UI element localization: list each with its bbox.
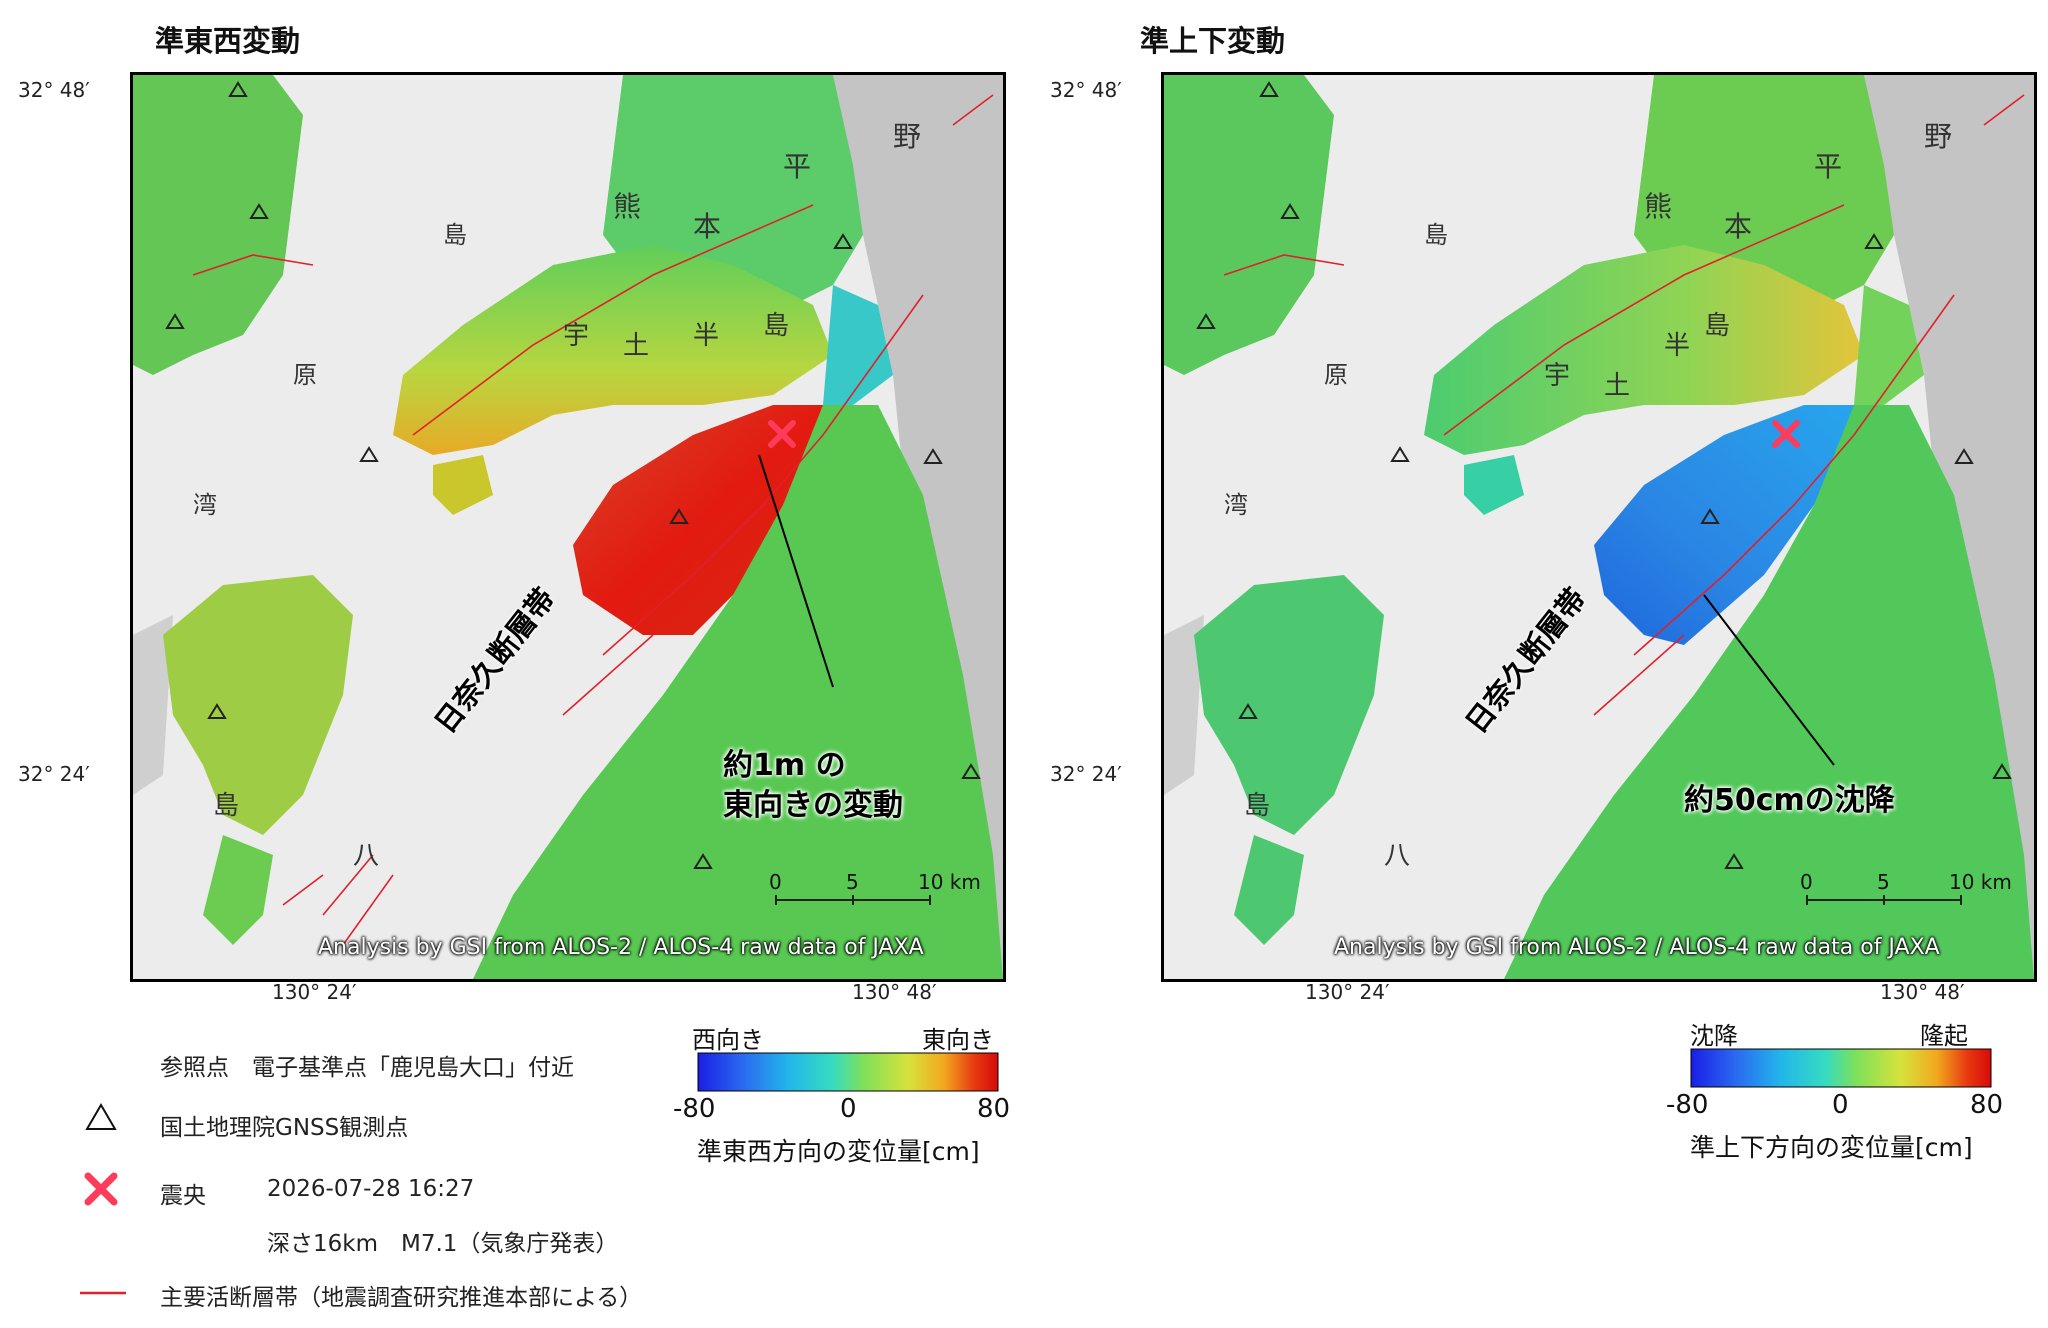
legend-epicenter-time: 2026-07-28 16:27: [267, 1176, 475, 1202]
place-label-u: 宇: [563, 321, 590, 351]
epicenter-cross-icon: [84, 1172, 118, 1206]
legend-fault: 主要活断層帯（地震調査研究推進本部による）: [160, 1285, 643, 1311]
lon-label-right: 130° 48′: [1880, 980, 1965, 1004]
place-label-to: 島: [1704, 311, 1731, 341]
place-label-shima: 島: [443, 221, 467, 249]
map-ud: 島 原 湾 熊 本 平 野 宇 土 半 島 島 八 日奈久断層帯 約50cmの沈…: [1161, 72, 2037, 982]
lat-label-bottom: 32° 24′: [1050, 762, 1122, 786]
scale-5: 5: [846, 870, 859, 894]
colorbar-ew-left-label: 西向き: [692, 1026, 764, 1054]
colorbar-ew-right-label: 東向き: [922, 1026, 994, 1054]
map-ew-canvas: [133, 75, 1003, 979]
place-label-hara: 原: [1324, 361, 1348, 389]
fault-line-icon: [80, 1291, 126, 1295]
place-label-hei: 平: [1814, 150, 1843, 183]
colorbar-ud-mid: 0: [1832, 1090, 1849, 1120]
place-label-ya: 八: [1384, 841, 1411, 871]
lat-label-bottom: 32° 24′: [18, 762, 90, 786]
colorbar-ew-max: 80: [977, 1094, 1011, 1124]
colorbar-ud-min: -80: [1666, 1090, 1709, 1120]
colorbar-ud-left-label: 沈降: [1690, 1022, 1738, 1050]
lon-label-left: 130° 24′: [1305, 980, 1390, 1004]
colorbar-ud-label: 準上下方向の変位量[cm]: [1690, 1133, 1973, 1162]
place-label-han: 半: [1664, 331, 1691, 361]
place-label-do: 土: [1604, 371, 1631, 401]
place-label-kuma: 熊: [613, 190, 642, 223]
colorbar-ud-max: 80: [1970, 1090, 2004, 1120]
colorbar-ew-label: 準東西方向の変位量[cm]: [697, 1137, 980, 1166]
scale-10: 10 km: [1949, 870, 2012, 894]
map-ew: 島 原 湾 熊 本 平 野 宇 土 半 島 島 八 日奈久断層帯 約1m の 東…: [130, 72, 1006, 982]
scale-0: 0: [1800, 870, 1813, 894]
place-label-hei: 平: [783, 150, 812, 183]
place-label-u: 宇: [1544, 361, 1571, 391]
lat-label-top: 32° 48′: [1050, 78, 1122, 102]
lon-label-right: 130° 48′: [852, 980, 937, 1004]
legend-reference: 参照点 電子基準点「鹿児島大口」付近: [160, 1055, 574, 1081]
place-label-moto: 本: [693, 210, 722, 243]
place-label-wan: 湾: [193, 491, 217, 519]
annotation-line1: 約50cmの沈降: [1684, 783, 1895, 818]
colorbar-ew: [697, 1052, 999, 1092]
legend-epicenter-label: 震央: [160, 1183, 206, 1209]
scale-5: 5: [1877, 870, 1890, 894]
lat-label-top: 32° 48′: [18, 78, 90, 102]
colorbar-ud-right-label: 隆起: [1920, 1022, 1968, 1050]
scale-10: 10 km: [918, 870, 981, 894]
place-label-shima: 島: [1424, 221, 1448, 249]
credit-text: Analysis by GSI from ALOS-2 / ALOS-4 raw…: [318, 935, 924, 960]
place-label-wan: 湾: [1224, 491, 1248, 519]
place-label-kuma: 熊: [1644, 190, 1673, 223]
scale-0: 0: [769, 870, 782, 894]
colorbar-ud: [1690, 1048, 1992, 1088]
legend-epicenter-detail: 深さ16km M7.1（気象庁発表）: [267, 1231, 619, 1257]
annotation-line2: 東向きの変動: [723, 788, 903, 823]
place-label-shima2: 島: [1244, 791, 1271, 821]
place-label-shima2: 島: [213, 791, 240, 821]
map-ud-canvas: [1164, 75, 2034, 979]
credit-text: Analysis by GSI from ALOS-2 / ALOS-4 raw…: [1334, 935, 1940, 960]
place-label-ya-plain: 野: [893, 120, 922, 153]
panel-title-ew: 準東西変動: [155, 24, 301, 58]
gnss-triangle-icon: [85, 1103, 117, 1130]
place-label-ya-plain: 野: [1924, 120, 1953, 153]
place-label-hara: 原: [293, 361, 317, 389]
annotation-line1: 約1m の: [723, 748, 846, 783]
place-label-do: 土: [623, 331, 650, 361]
place-label-to: 島: [763, 311, 790, 341]
colorbar-ew-min: -80: [673, 1094, 716, 1124]
colorbar-ew-mid: 0: [840, 1094, 857, 1124]
lon-label-left: 130° 24′: [272, 980, 357, 1004]
place-label-moto: 本: [1724, 210, 1753, 243]
legend-gnss: 国土地理院GNSS観測点: [160, 1115, 409, 1141]
place-label-ya: 八: [353, 841, 380, 871]
panel-title-ud: 準上下変動: [1140, 24, 1286, 58]
place-label-han: 半: [693, 321, 720, 351]
